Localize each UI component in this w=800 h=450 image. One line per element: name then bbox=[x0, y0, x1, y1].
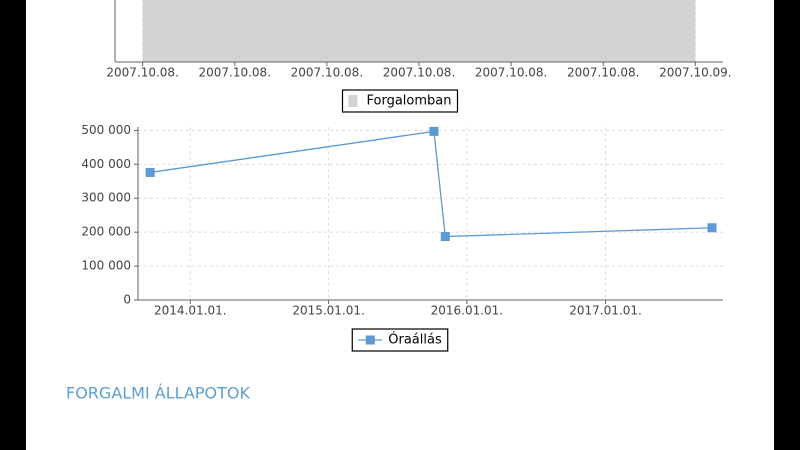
legend-swatch bbox=[348, 95, 358, 107]
legend-box bbox=[351, 328, 449, 352]
legend-box bbox=[341, 89, 459, 113]
x-tick-label: 2007.10.08. bbox=[475, 66, 548, 80]
left-margin bbox=[0, 0, 26, 450]
y-tick-label: 300 000 bbox=[81, 191, 131, 205]
y-tick-label: 0 bbox=[123, 293, 131, 307]
marker bbox=[707, 223, 717, 233]
x-tick-label: 2007.10.08. bbox=[383, 66, 456, 80]
right-margin bbox=[774, 0, 800, 450]
y-tick-label: 400 000 bbox=[81, 157, 131, 171]
marker bbox=[145, 167, 155, 177]
x-tick-label: 2015.01.01. bbox=[292, 304, 365, 318]
x-tick-label: 2007.10.08. bbox=[291, 66, 364, 80]
legend-label: Óraállás bbox=[388, 332, 442, 348]
area bbox=[142, 0, 696, 62]
x-tick-label: 2017.01.01. bbox=[569, 304, 642, 318]
section-heading: FORGALMI ÁLLAPOTOK bbox=[66, 384, 250, 403]
x-tick-label: 2016.01.01. bbox=[431, 304, 504, 318]
x-tick-label: 2007.10.08. bbox=[198, 66, 271, 80]
marker bbox=[440, 232, 450, 242]
marker bbox=[429, 126, 439, 136]
y-tick-label: 500 000 bbox=[81, 123, 131, 137]
y-tick-label: 200 000 bbox=[81, 225, 131, 239]
x-tick-label: 2007.10.08. bbox=[106, 66, 179, 80]
y-tick-label: 100 000 bbox=[81, 259, 131, 273]
legend-label: Forgalomban bbox=[367, 94, 452, 109]
line bbox=[150, 130, 713, 238]
x-tick-label: 2014.01.01. bbox=[154, 304, 227, 318]
x-tick-label: 2007.10.09. bbox=[659, 66, 732, 80]
legend-marker bbox=[365, 335, 375, 345]
x-tick-label: 2007.10.08. bbox=[567, 66, 640, 80]
